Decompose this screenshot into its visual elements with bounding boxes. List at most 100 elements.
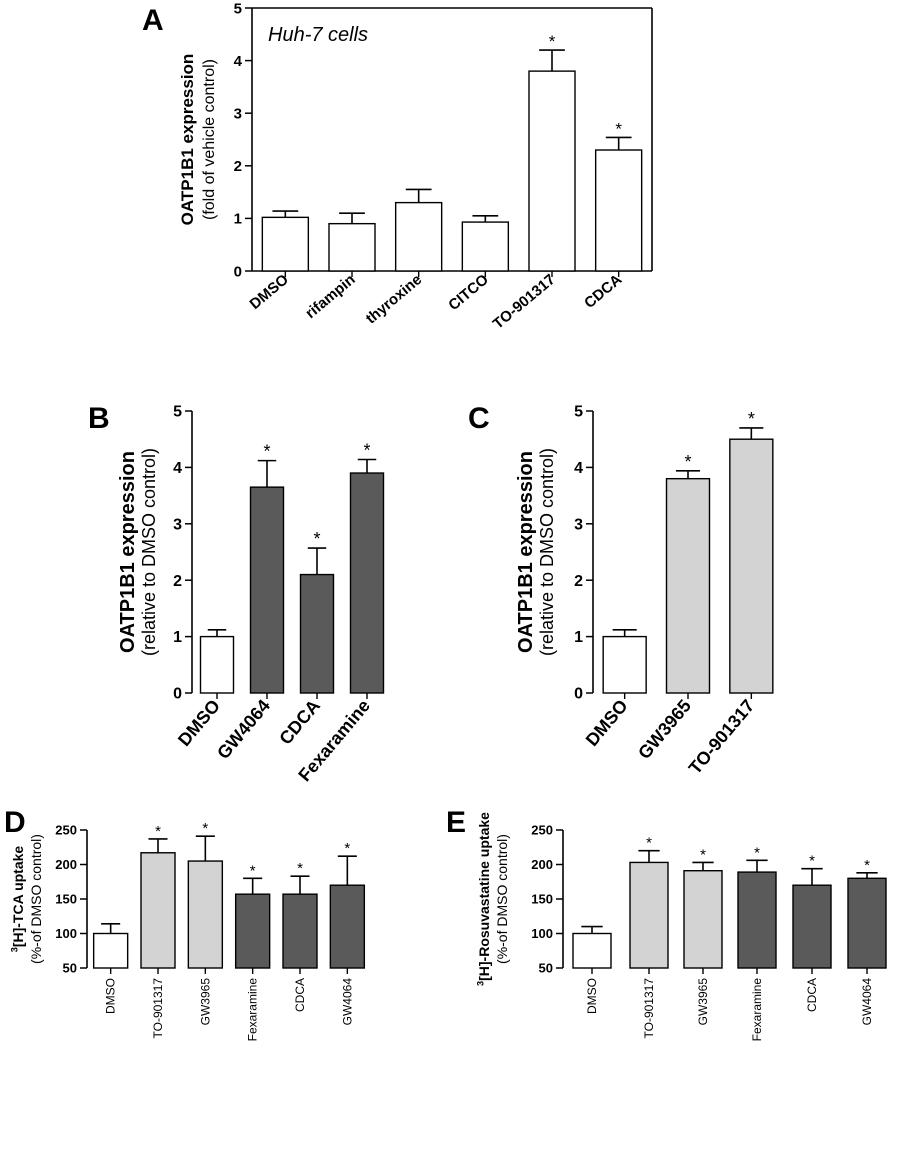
y-tick-label: 250	[531, 823, 553, 838]
category-label: CITCO	[445, 271, 492, 314]
category-label: CDCA	[293, 978, 307, 1012]
category-label: Fexaramine	[246, 978, 260, 1042]
panel-letter: E	[446, 806, 466, 839]
category-label: DMSO	[247, 271, 293, 313]
y-tick-label: 250	[55, 823, 77, 838]
bar-dmso	[92, 932, 129, 969]
y-axis-sublabel: (relative to DMSO control)	[139, 448, 159, 656]
panel-d: D 50 100 150 200 250 3[H]-TCA uptake (%-of DMSO…	[4, 806, 366, 1042]
y-tick-label: 3	[173, 516, 182, 533]
category-label: TO-901317	[151, 978, 165, 1039]
y-axis-sublabel: (%-of DMSO control)	[494, 834, 510, 964]
y-axis-label-text: [H]-Rosuvastatine uptake	[476, 812, 492, 981]
y-axis-label: 3[H]-TCA uptake	[9, 846, 26, 953]
y-tick-label: 4	[173, 460, 182, 477]
bar-dmso	[199, 635, 235, 694]
category-label: GW3965	[634, 696, 695, 763]
y-tick-label: 0	[173, 686, 182, 703]
significance-star: *	[754, 844, 760, 861]
y-tick-label: 1	[173, 629, 182, 646]
y-tick-label: 2	[234, 158, 242, 175]
y-axis-label: OATP1B1 expression	[117, 451, 139, 653]
bar-cdca	[594, 149, 643, 272]
bar-cdca	[792, 884, 832, 969]
category-label: CDCA	[581, 271, 625, 312]
bar-dmso	[261, 216, 310, 272]
bar-gw4064	[249, 486, 285, 694]
significance-star: *	[809, 853, 815, 870]
significance-star: *	[684, 452, 691, 472]
bar-thyroxine	[394, 201, 443, 272]
bar-rifampin	[328, 222, 376, 272]
y-tick-label: 2	[574, 573, 583, 590]
bar-fexaramine	[234, 893, 271, 969]
category-label: thyroxine	[363, 271, 426, 327]
y-tick-label: 5	[574, 404, 583, 421]
category-label: DMSO	[104, 978, 118, 1014]
bar-cdca	[282, 893, 318, 969]
panel-letter: B	[88, 402, 110, 435]
bar-citco	[461, 221, 510, 272]
bar-to-901317	[140, 852, 176, 969]
significance-star: *	[748, 409, 755, 429]
y-axis-label: OATP1B1 expression	[515, 451, 537, 653]
panel-a: A 0 1 2 3 4 5 OATP1B1 expression (fold of vehicl…	[142, 0, 653, 333]
category-label: CDCA	[275, 696, 324, 749]
panel-letter: C	[468, 402, 490, 435]
y-tick-label: 100	[55, 926, 77, 941]
bar-gw4064	[329, 884, 366, 969]
y-tick-label: 0	[574, 686, 583, 703]
y-tick-label: 3	[574, 516, 583, 533]
y-tick-label: 150	[531, 892, 553, 907]
bar-cdca	[299, 573, 335, 694]
category-label: rifampin	[302, 271, 358, 322]
y-tick-label: 1	[574, 629, 583, 646]
category-label: CDCA	[805, 978, 819, 1012]
significance-star: *	[646, 835, 652, 852]
y-tick-label: 50	[539, 961, 553, 976]
category-label: DMSO	[582, 696, 632, 750]
category-label: GW4064	[860, 978, 874, 1026]
significance-star: *	[549, 32, 556, 51]
category-label: TO-901317	[685, 696, 759, 778]
bar-gw4064	[847, 877, 887, 969]
bar-dmso	[602, 635, 647, 694]
y-tick-label: 200	[531, 857, 553, 872]
y-tick-label: 0	[234, 263, 242, 280]
bar-fexaramine	[737, 871, 777, 969]
panel-b: B 0 1 2 3 4 5 OATP1B1 expression (relative to DM…	[88, 402, 385, 785]
category-label: GW3965	[696, 978, 710, 1026]
panel-letter: A	[142, 4, 164, 37]
significance-star: *	[297, 860, 303, 877]
category-label: Fexaramine	[750, 978, 764, 1042]
significance-star: *	[202, 820, 208, 837]
bar-gw3965	[683, 870, 723, 969]
category-label: DMSO	[585, 978, 599, 1014]
significance-star: *	[263, 442, 270, 462]
category-label: GW4064	[213, 696, 274, 763]
significance-star: *	[615, 119, 622, 138]
category-label: TO-901317	[642, 978, 656, 1039]
significance-star: *	[250, 862, 256, 879]
y-tick-label: 50	[63, 961, 77, 976]
significance-star: *	[700, 846, 706, 863]
bar-gw3965	[187, 860, 224, 969]
y-axis-sublabel: (%-of DMSO control)	[28, 834, 44, 964]
category-label: TO-901317	[490, 271, 559, 333]
significance-star: *	[363, 441, 370, 461]
y-tick-label: 5	[234, 0, 242, 17]
significance-star: *	[155, 823, 161, 840]
y-tick-label: 1	[234, 211, 242, 228]
y-axis-label: 3[H]-Rosuvastatine uptake	[475, 812, 492, 986]
bar-fexaramine	[349, 472, 385, 694]
bar-dmso	[572, 932, 612, 969]
y-axis-label: OATP1B1 expression	[178, 54, 197, 226]
significance-star: *	[344, 840, 350, 857]
y-tick-label: 2	[173, 573, 182, 590]
bar-to-901317	[528, 70, 576, 272]
significance-star: *	[864, 857, 870, 874]
significance-star: *	[313, 529, 320, 549]
y-tick-label: 3	[234, 105, 242, 122]
y-tick-label: 4	[574, 460, 583, 477]
